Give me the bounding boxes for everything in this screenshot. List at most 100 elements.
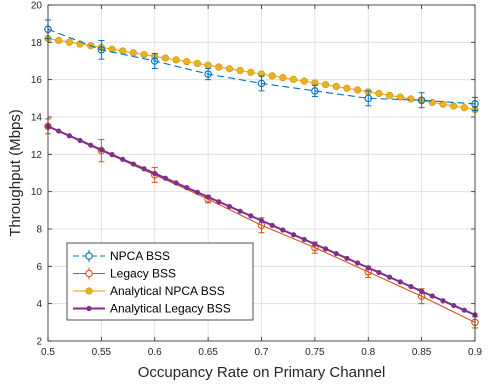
legend-legacy-marker bbox=[85, 269, 93, 278]
analytical-legacy-point bbox=[451, 302, 457, 309]
y-tick-label: 8 bbox=[36, 225, 42, 236]
analytical-npca-point bbox=[247, 68, 255, 76]
analytical-legacy-point bbox=[184, 185, 190, 191]
y-tick-label: 2 bbox=[36, 337, 42, 348]
analytical-legacy-point bbox=[301, 236, 307, 243]
analytical-npca-point bbox=[140, 50, 148, 59]
legend-analytical-npca-marker bbox=[85, 287, 93, 295]
npca-point bbox=[151, 57, 159, 65]
analytical-legacy-point bbox=[269, 222, 275, 228]
analytical-legacy-point bbox=[120, 156, 126, 162]
analytical-npca-point bbox=[375, 89, 383, 98]
axis-ticks: 0.5 0.55 0.6 0.65 0.7 0.75 0.8 0.85 0.9 2 4 6 8 10 12 1… bbox=[31, 1, 483, 359]
analytical-legacy-point bbox=[162, 175, 169, 181]
analytical-legacy-point bbox=[109, 152, 115, 158]
y-tick-label: 14 bbox=[31, 113, 43, 124]
y-tick-label: 10 bbox=[31, 187, 43, 198]
analytical-npca-point bbox=[215, 63, 223, 71]
analytical-legacy-point bbox=[280, 227, 286, 233]
y-tick-label: 20 bbox=[31, 1, 43, 12]
npca-point bbox=[204, 70, 212, 78]
analytical-legacy-point bbox=[408, 283, 414, 290]
analytical-legacy-point bbox=[237, 208, 243, 214]
analytical-npca-point bbox=[332, 82, 340, 91]
analytical-npca-point bbox=[450, 102, 458, 110]
x-tick-label: 0.65 bbox=[198, 347, 218, 358]
series-layer bbox=[44, 19, 479, 329]
analytical-npca-point bbox=[55, 36, 63, 44]
analytical-npca-point bbox=[321, 81, 330, 89]
legend-analytical-legacy-marker bbox=[86, 305, 92, 312]
analytical-legacy-point bbox=[333, 250, 339, 257]
analytical-legacy-point bbox=[290, 232, 297, 238]
analytical-legacy-point bbox=[258, 218, 265, 224]
analytical-npca-point bbox=[343, 84, 351, 92]
x-tick-label: 0.85 bbox=[412, 347, 432, 358]
npca-point bbox=[311, 87, 319, 95]
x-axis-title: Occupancy Rate on Primary Channel bbox=[138, 364, 386, 381]
analytical-npca-point bbox=[183, 58, 191, 66]
analytical-npca-point bbox=[129, 49, 137, 57]
analytical-legacy-point bbox=[152, 170, 158, 177]
analytical-legacy-point bbox=[376, 269, 382, 276]
analytical-npca-point bbox=[119, 47, 127, 55]
analytical-legacy-point bbox=[226, 203, 233, 210]
analytical-legacy-point bbox=[440, 298, 446, 304]
analytical-legacy-point bbox=[77, 137, 83, 144]
x-tick-label: 0.8 bbox=[361, 347, 375, 358]
analytical-legacy-point bbox=[387, 274, 393, 280]
analytical-npca-point bbox=[268, 72, 276, 80]
analytical-legacy-point bbox=[98, 147, 104, 153]
npca-point bbox=[97, 46, 106, 54]
y-axis-title: Throughput (Mbps) bbox=[7, 109, 24, 237]
analytical-legacy-point bbox=[205, 194, 211, 200]
y-tick-label: 12 bbox=[31, 150, 43, 161]
legend-label-analytical-npca: Analytical NPCA BSS bbox=[110, 284, 225, 298]
analytical-npca-point bbox=[439, 100, 447, 108]
analytical-legacy-point bbox=[66, 133, 72, 139]
legend-label-analytical-legacy: Analytical Legacy BSS bbox=[110, 302, 231, 316]
analytical-legacy-point bbox=[344, 255, 350, 261]
legend: NPCA BSS Legacy BSS Analytical NPCA BSS … bbox=[66, 242, 254, 321]
analytical-npca-point bbox=[172, 56, 180, 64]
analytical-legacy-point bbox=[397, 279, 403, 285]
analytical-npca-point bbox=[428, 98, 436, 107]
y-tick-label: 16 bbox=[31, 75, 43, 86]
analytical-npca-point bbox=[204, 61, 212, 69]
analytical-legacy-point bbox=[248, 213, 254, 219]
x-tick-label: 0.9 bbox=[468, 347, 482, 358]
y-tick-label: 6 bbox=[36, 262, 42, 273]
analytical-legacy-point bbox=[365, 265, 371, 271]
analytical-legacy-point bbox=[322, 246, 329, 252]
analytical-npca-point bbox=[386, 91, 394, 99]
analytical-legacy-point bbox=[56, 128, 62, 134]
x-tick-label: 0.55 bbox=[92, 347, 112, 358]
analytical-legacy-point bbox=[461, 307, 467, 313]
x-tick-label: 0.75 bbox=[305, 347, 325, 358]
analytical-legacy-point bbox=[130, 161, 136, 167]
legend-box bbox=[66, 242, 254, 321]
analytical-npca-point bbox=[407, 95, 415, 103]
x-tick-label: 0.7 bbox=[255, 347, 269, 358]
npca-point bbox=[257, 79, 266, 88]
npca-point bbox=[364, 94, 372, 103]
npca-point bbox=[417, 96, 426, 104]
analytical-npca-point bbox=[353, 86, 362, 94]
analytical-npca-point bbox=[460, 104, 468, 112]
legend-label-npca: NPCA BSS bbox=[110, 249, 170, 263]
analytical-legacy-point bbox=[141, 166, 147, 172]
analytical-legacy-point bbox=[194, 189, 201, 195]
analytical-npca-point bbox=[396, 93, 404, 101]
x-tick-label: 0.5 bbox=[41, 347, 55, 358]
legend-npca-marker bbox=[85, 252, 93, 260]
analytical-legacy-point bbox=[312, 241, 318, 247]
analytical-legacy-point bbox=[216, 199, 222, 205]
y-tick-label: 4 bbox=[36, 299, 42, 310]
analytical-npca-point bbox=[279, 74, 287, 82]
analytical-npca-point bbox=[161, 54, 170, 62]
analytical-legacy-point bbox=[419, 288, 425, 294]
legend-samples bbox=[73, 250, 105, 312]
analytical-legacy-point bbox=[354, 260, 361, 266]
x-tick-label: 0.6 bbox=[148, 347, 162, 358]
